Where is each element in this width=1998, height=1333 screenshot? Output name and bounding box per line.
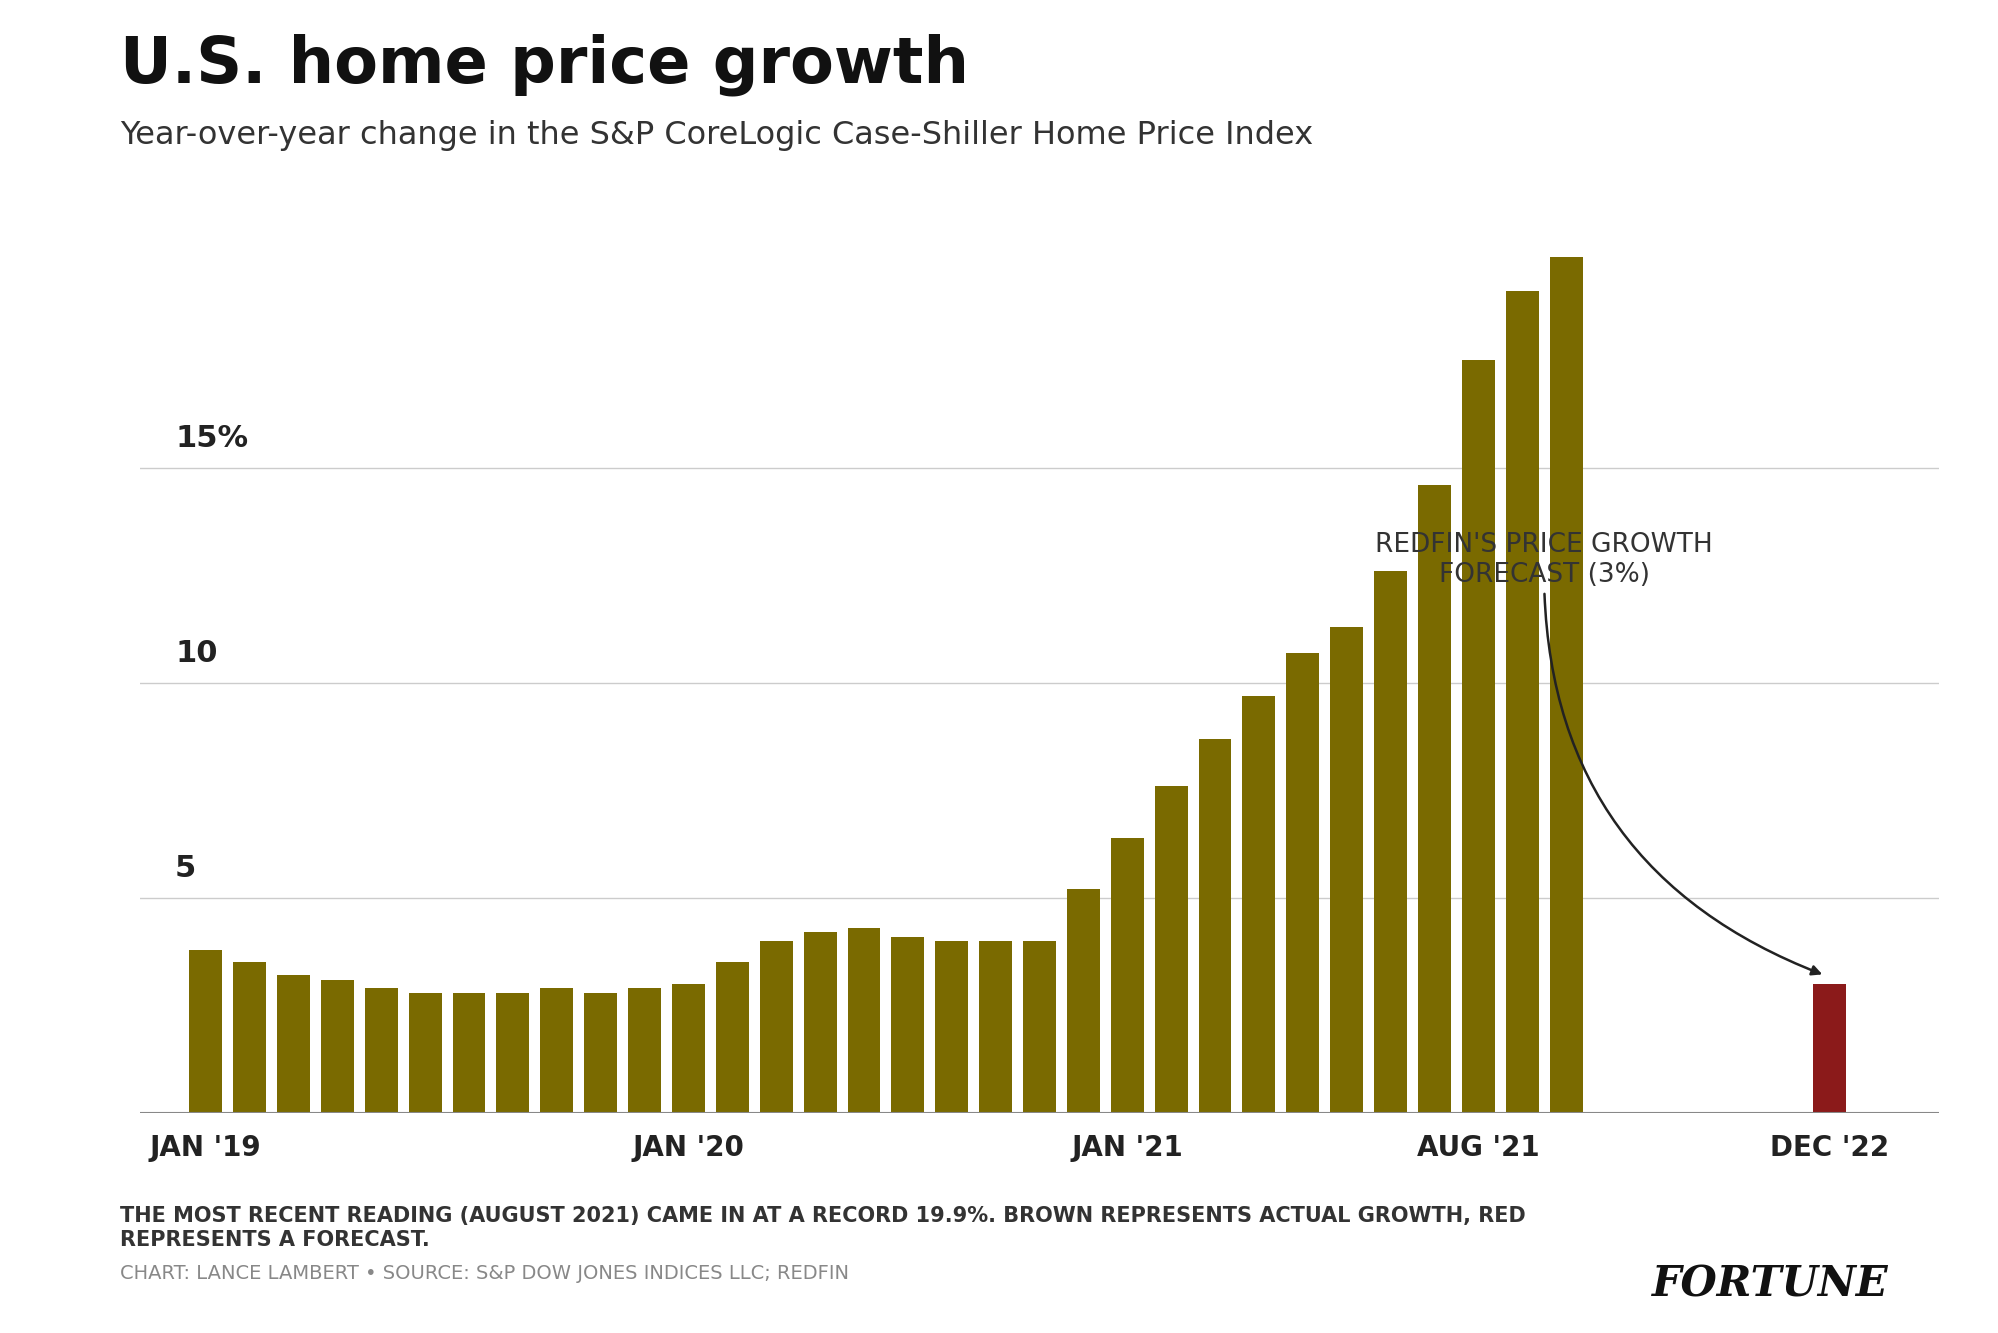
- Bar: [1155, 786, 1187, 1113]
- Text: FORTUNE: FORTUNE: [1652, 1264, 1888, 1306]
- Bar: [891, 937, 923, 1113]
- Bar: [1285, 653, 1319, 1113]
- Bar: [627, 988, 661, 1113]
- Bar: [803, 932, 835, 1113]
- Bar: [1243, 696, 1275, 1113]
- Text: THE MOST RECENT READING (AUGUST 2021) CAME IN AT A RECORD 19.9%. BROWN REPRESENT: THE MOST RECENT READING (AUGUST 2021) CA…: [120, 1206, 1524, 1249]
- Bar: [452, 993, 486, 1113]
- Bar: [1111, 837, 1143, 1113]
- Bar: [234, 962, 266, 1113]
- Bar: [1548, 257, 1582, 1113]
- Bar: [1023, 941, 1055, 1113]
- Bar: [979, 941, 1011, 1113]
- Bar: [583, 993, 617, 1113]
- Bar: [1417, 485, 1451, 1113]
- Bar: [715, 962, 749, 1113]
- Text: 5: 5: [176, 854, 196, 882]
- Bar: [1329, 627, 1363, 1113]
- Bar: [759, 941, 793, 1113]
- Bar: [935, 941, 967, 1113]
- Bar: [1504, 292, 1538, 1113]
- Text: U.S. home price growth: U.S. home price growth: [120, 33, 969, 96]
- Text: Year-over-year change in the S&P CoreLogic Case-Shiller Home Price Index: Year-over-year change in the S&P CoreLog…: [120, 120, 1313, 151]
- Bar: [847, 928, 879, 1113]
- Bar: [278, 976, 310, 1113]
- Bar: [1067, 889, 1099, 1113]
- Bar: [671, 984, 705, 1113]
- Text: CHART: LANCE LAMBERT • SOURCE: S&P DOW JONES INDICES LLC; REDFIN: CHART: LANCE LAMBERT • SOURCE: S&P DOW J…: [120, 1264, 849, 1282]
- Bar: [190, 949, 222, 1113]
- Bar: [496, 993, 529, 1113]
- Bar: [539, 988, 573, 1113]
- Text: 15%: 15%: [176, 424, 248, 453]
- Bar: [366, 988, 398, 1113]
- Text: REDFIN'S PRICE GROWTH
FORECAST (3%): REDFIN'S PRICE GROWTH FORECAST (3%): [1375, 532, 1818, 974]
- Bar: [1812, 984, 1844, 1113]
- Bar: [322, 980, 354, 1113]
- Bar: [1373, 571, 1407, 1113]
- Bar: [1461, 360, 1495, 1113]
- Bar: [408, 993, 442, 1113]
- Text: 10: 10: [176, 639, 218, 668]
- Bar: [1199, 738, 1231, 1113]
